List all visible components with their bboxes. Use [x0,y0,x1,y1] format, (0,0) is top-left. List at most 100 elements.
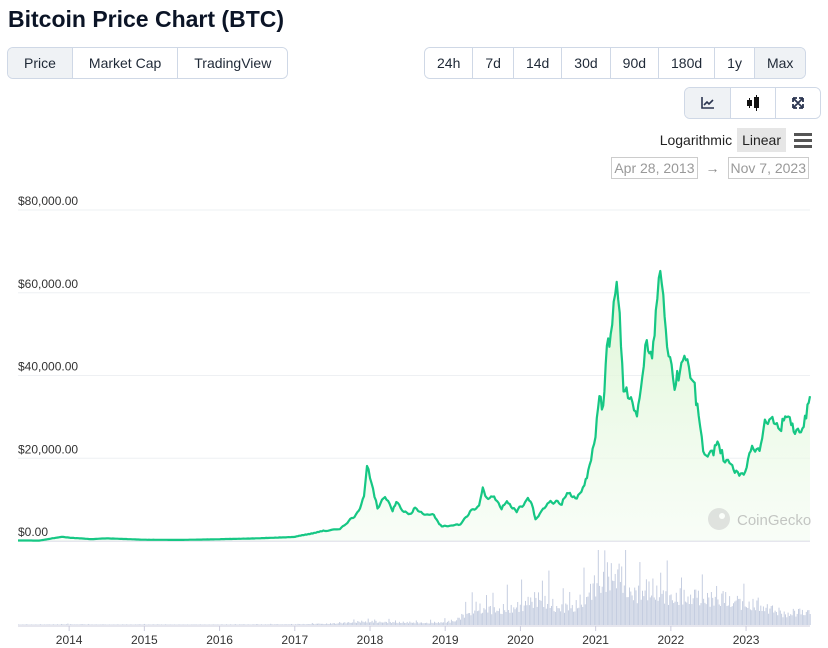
volume-bar [790,614,792,625]
volume-bar [707,592,708,625]
volume-bar [297,623,299,625]
volume-bar [756,600,758,625]
volume-bar [506,584,508,625]
volume-bar [193,624,195,625]
range-1y[interactable]: 1y [714,48,754,78]
volume-bar [80,624,82,625]
volume-bar [631,595,633,625]
volume-bar [161,624,162,625]
volume-bar [692,598,694,625]
volume-bar [765,607,767,625]
volume-bar [419,622,421,625]
volume-bar [239,624,240,625]
volume-bar [75,624,77,625]
volume-bar [358,621,360,625]
volume-bar [396,622,398,625]
volume-bar [179,624,181,625]
volume-bar [521,579,523,625]
volume-bar [695,589,697,625]
volume-bar [384,621,386,625]
range-24h[interactable]: 24h [425,48,473,78]
volume-bar [664,603,666,625]
volume-bar [150,624,152,625]
volume-bar [621,566,623,625]
volume-bar [476,611,478,625]
range-7d[interactable]: 7d [472,48,513,78]
volume-bar [505,611,507,625]
volume-bar [72,624,74,625]
volume-bar [341,623,343,625]
range-14d[interactable]: 14d [512,48,562,78]
volume-bar [289,624,291,625]
scale-linear[interactable]: Linear [737,128,786,152]
volume-bar [716,585,718,625]
volume-bar [327,623,329,625]
date-to-input[interactable]: Nov 7, 2023 [727,157,809,179]
volume-bar [343,622,344,625]
volume-bar [267,624,269,625]
volume-bar [643,596,645,625]
menu-icon[interactable] [794,132,812,148]
page-title: Bitcoin Price Chart (BTC) [8,6,285,32]
volume-bar [133,624,135,625]
volume-bar [471,592,473,625]
volume-bar [336,623,338,625]
volume-bar [681,577,682,625]
volume-bar [466,613,468,625]
chart-tabs: Price Market Cap TradingView [7,47,289,79]
volume-bar [313,623,315,625]
tab-price[interactable]: Price [8,48,72,78]
volume-bar [577,608,578,625]
volume-bar [647,600,649,625]
volume-bar [174,624,175,625]
volume-bar [170,624,172,625]
line-chart-button[interactable] [685,88,730,118]
volume-bar [155,624,157,625]
volume-bar [565,603,567,625]
volume-bar [470,615,472,625]
range-90d[interactable]: 90d [609,48,659,78]
volume-bar [23,624,25,625]
volume-bar [673,603,675,625]
range-180d[interactable]: 180d [658,48,715,78]
volume-bar [36,624,38,625]
volume-bar [324,624,326,625]
volume-bar [486,595,487,625]
volume-bar [752,598,754,625]
volume-bar [709,606,711,625]
volume-bar [748,601,750,625]
scale-logarithmic[interactable]: Logarithmic [659,132,733,148]
range-30d[interactable]: 30d [561,48,610,78]
volume-bar [747,607,749,625]
volume-bar [306,623,308,625]
volume-bar [371,620,373,625]
candlestick-button[interactable] [730,88,775,118]
volume-bar [608,576,610,625]
volume-bar [109,624,110,625]
volume-bar [723,602,725,625]
volume-bar [803,615,805,625]
volume-bar [768,613,770,625]
volume-bar [59,624,61,625]
volume-bar [149,624,151,625]
volume-bar [644,590,646,625]
volume-bar [545,608,547,625]
volume-bar [625,550,627,625]
fullscreen-button[interactable] [775,88,820,118]
volume-bar [233,624,235,625]
volume-bar [616,588,617,625]
volume-bar [266,624,268,625]
volume-bar [214,624,216,625]
volume-bar [202,624,204,625]
volume-bar [220,624,222,625]
volume-bar [691,604,693,625]
date-from-input[interactable]: Apr 28, 2013 [611,157,698,179]
tab-tradingview[interactable]: TradingView [177,48,288,78]
range-max[interactable]: Max [753,48,806,78]
volume-bar [473,613,474,625]
volume-bar [320,623,322,625]
volume-bar [424,623,426,625]
volume-bar [480,613,482,625]
volume-bar [18,624,19,625]
tab-market-cap[interactable]: Market Cap [71,48,178,78]
